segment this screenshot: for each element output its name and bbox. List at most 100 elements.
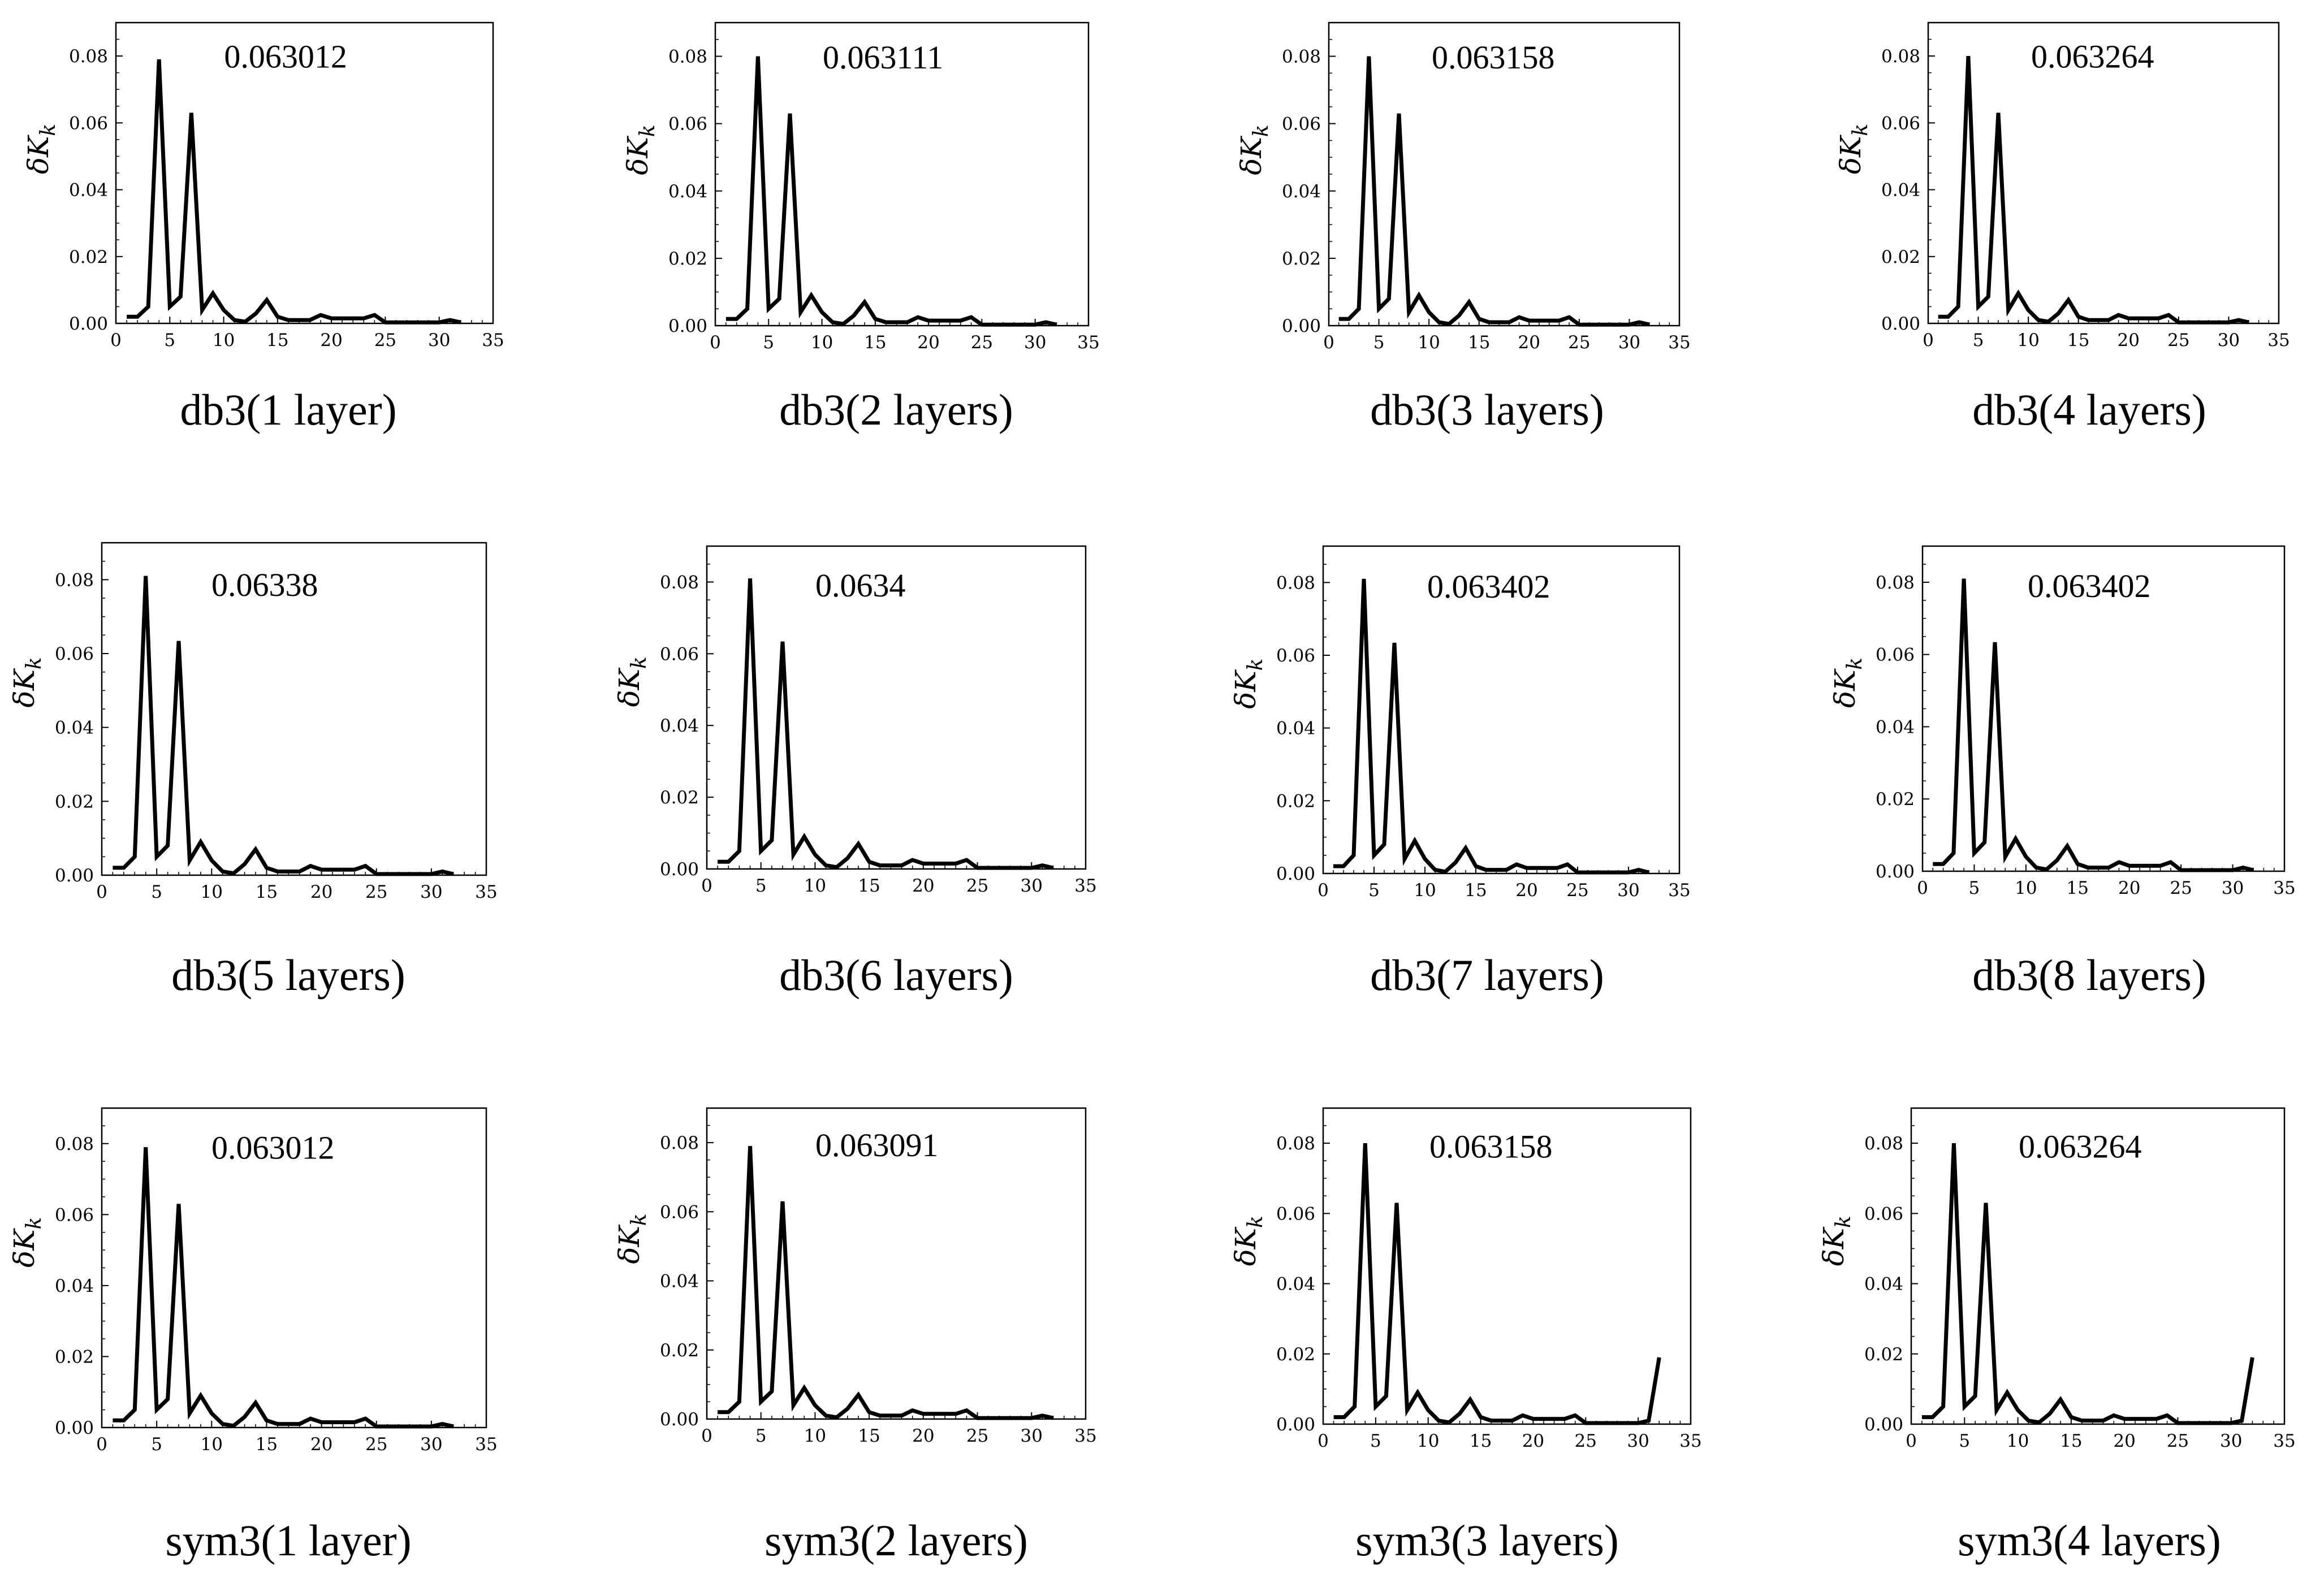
x-tick-label: 35: [1074, 876, 1096, 896]
x-tick-label: 10: [804, 876, 826, 896]
x-tick-label: 10: [201, 882, 223, 902]
x-tick-label: 10: [1418, 332, 1440, 353]
panel-caption: db3(4 layers): [1972, 385, 2206, 434]
x-tick-label: 25: [2167, 330, 2189, 351]
peak-annotation: 0.063091: [815, 1127, 939, 1164]
y-tick-label: 0.08: [1864, 1134, 1903, 1154]
y-axis-label: δKk: [8, 1217, 46, 1268]
x-tick-label: 20: [310, 882, 332, 902]
x-tick-label: 5: [151, 882, 162, 902]
y-tick-label: 0.04: [1876, 717, 1915, 737]
x-tick-label: 5: [1959, 1431, 1970, 1451]
peak-annotation: 0.063402: [2028, 568, 2151, 604]
panel-caption: sym3(2 layers): [764, 1516, 1028, 1565]
y-tick-label: 0.02: [660, 788, 699, 808]
y-tick-label: 0.02: [69, 247, 108, 267]
x-tick-label: 5: [151, 1434, 162, 1455]
y-tick-label: 0.02: [660, 1340, 699, 1361]
x-tick-label: 10: [1414, 880, 1436, 901]
x-tick-label: 20: [2118, 330, 2140, 351]
x-tick-label: 30: [1618, 332, 1640, 353]
x-tick-label: 25: [966, 1426, 988, 1446]
y-tick-label: 0.04: [1881, 180, 1920, 201]
x-tick-label: 10: [201, 1434, 223, 1455]
x-tick-label: 0: [96, 882, 107, 902]
peak-annotation: 0.063158: [1432, 39, 1555, 76]
peak-annotation: 0.06338: [211, 566, 318, 603]
x-tick-label: 10: [2017, 330, 2039, 351]
y-tick-label: 0.06: [55, 1205, 94, 1225]
x-tick-label: 25: [2170, 878, 2192, 898]
y-tick-label: 0.08: [1876, 573, 1915, 593]
x-tick-label: 30: [2218, 330, 2240, 351]
series-line-1: [113, 1147, 454, 1429]
x-tick-label: 15: [256, 1434, 278, 1455]
x-tick-label: 0: [1923, 330, 1934, 351]
y-tick-label: 0.00: [69, 314, 108, 334]
x-tick-label: 5: [1373, 332, 1385, 353]
x-tick-label: 0: [1323, 332, 1334, 353]
y-tick-label: 0.00: [1276, 1415, 1315, 1435]
y-tick-label: 0.08: [1881, 46, 1920, 67]
x-tick-label: 25: [365, 1434, 387, 1455]
y-axis-label: δKk: [1235, 124, 1273, 175]
x-tick-label: 25: [1566, 880, 1588, 901]
x-tick-label: 25: [365, 882, 387, 902]
x-tick-label: 5: [1969, 878, 1980, 898]
series-line-1: [1338, 56, 1650, 327]
x-tick-label: 10: [804, 1426, 826, 1446]
x-tick-label: 25: [1568, 332, 1590, 353]
peak-annotation: 0.063012: [224, 38, 347, 75]
peak-annotation: 0.063158: [1429, 1128, 1553, 1165]
x-tick-label: 35: [2267, 330, 2290, 351]
series-line-1: [1333, 578, 1649, 875]
x-tick-label: 30: [428, 330, 450, 351]
y-tick-label: 0.02: [1282, 249, 1321, 269]
y-tick-label: 0.08: [668, 47, 707, 67]
x-tick-label: 5: [1368, 880, 1380, 901]
y-tick-label: 0.06: [1276, 1204, 1315, 1224]
x-tick-label: 20: [1518, 332, 1540, 353]
y-axis-label: δKk: [22, 124, 60, 174]
x-tick-label: 35: [482, 330, 504, 351]
y-tick-label: 0.00: [668, 316, 707, 336]
series-line-1: [718, 578, 1054, 870]
x-tick-label: 15: [1470, 1431, 1492, 1451]
y-axis-label: δKk: [1834, 124, 1872, 174]
x-tick-label: 35: [475, 882, 497, 902]
x-tick-label: 35: [1668, 332, 1690, 353]
x-tick-label: 15: [256, 882, 278, 902]
x-tick-label: 5: [1973, 330, 1984, 351]
y-axis-label: δKk: [613, 1213, 651, 1264]
x-tick-label: 30: [1021, 1426, 1043, 1446]
series-line-1: [1938, 55, 2249, 325]
x-tick-label: 35: [1668, 880, 1690, 901]
y-tick-label: 0.04: [55, 718, 94, 738]
y-tick-label: 0.06: [1876, 645, 1915, 665]
panel-caption: db3(3 layers): [1370, 385, 1604, 434]
y-tick-label: 0.00: [660, 859, 699, 880]
y-tick-label: 0.08: [660, 1133, 699, 1153]
y-tick-label: 0.02: [1881, 247, 1920, 267]
y-tick-label: 0.00: [1876, 862, 1915, 882]
x-tick-label: 25: [2167, 1431, 2189, 1451]
y-tick-label: 0.04: [660, 716, 699, 736]
x-tick-label: 20: [1515, 880, 1537, 901]
x-tick-label: 15: [266, 330, 288, 351]
y-tick-label: 0.08: [1282, 47, 1321, 67]
x-tick-label: 15: [1468, 332, 1490, 353]
y-tick-label: 0.08: [69, 46, 108, 67]
x-tick-label: 35: [1077, 332, 1099, 353]
panel-caption: sym3(1 layer): [165, 1516, 412, 1565]
y-tick-label: 0.02: [1276, 791, 1315, 811]
peak-annotation: 0.0634: [815, 567, 906, 604]
x-tick-label: 20: [917, 332, 939, 353]
y-tick-label: 0.08: [1276, 573, 1315, 593]
y-tick-label: 0.00: [1276, 864, 1315, 884]
y-tick-label: 0.06: [1282, 114, 1321, 135]
